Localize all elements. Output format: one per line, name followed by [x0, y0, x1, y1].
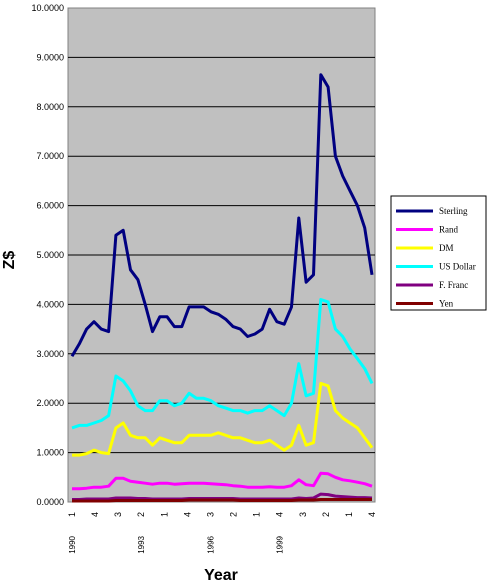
x-year-label: 1990: [68, 535, 77, 553]
x-tick-label: 1: [67, 512, 77, 517]
legend: Sterling Rand DM US Dollar F. Franc Yen: [390, 195, 487, 311]
gridlines: [68, 56, 375, 454]
y-tick-label: 8.0000: [36, 102, 64, 112]
x-tick-label: 3: [298, 512, 308, 517]
y-axis-title: Z$: [1, 251, 18, 270]
series-line-rand: [72, 471, 373, 491]
x-year-label: 1999: [276, 535, 285, 553]
x-tick-label: 2: [229, 512, 239, 517]
legend-box: [390, 195, 487, 311]
x-axis-tick-labels: 1 4 3 2 1 4 3 2 1 4 3 2 1 4 1990 1993 1996 1999: [67, 512, 377, 554]
x-tick-label: 1: [159, 512, 169, 517]
legend-label: Yen: [439, 299, 454, 309]
x-year-label: 1996: [206, 535, 215, 553]
x-tick-label: 4: [182, 512, 192, 517]
x-tick-label: 4: [367, 512, 377, 517]
series-line-sterling: [70, 73, 374, 358]
x-tick-label: 3: [113, 512, 123, 517]
series-line-us-dollar: [71, 298, 374, 430]
y-tick-label: 9.0000: [36, 52, 64, 62]
y-axis-tick-labels: 0.0000 1.0000 2.0000 3.0000 4.0000 5.0000 6.00…: [31, 3, 64, 507]
series-line-yen: [72, 498, 372, 503]
x-tick-label: 4: [90, 512, 100, 517]
x-tick-label: 1: [252, 512, 262, 517]
y-tick-label: 0.0000: [36, 497, 64, 507]
series-line-dm: [72, 381, 374, 457]
legend-label: DM: [439, 243, 454, 253]
legend-label: US Dollar: [439, 262, 476, 272]
x-tick-label: 4: [275, 512, 285, 517]
y-tick-label: 4.0000: [36, 299, 64, 309]
x-tick-label: 2: [136, 512, 146, 517]
y-tick-label: 10.0000: [31, 3, 64, 13]
legend-label: Sterling: [439, 206, 468, 216]
legend-label: Rand: [439, 225, 458, 235]
x-tick-label: 2: [321, 512, 331, 517]
y-tick-label: 6.0000: [36, 201, 64, 211]
y-tick-label: 7.0000: [36, 151, 64, 161]
y-tick-label: 3.0000: [36, 349, 64, 359]
x-tick-label: 3: [205, 512, 215, 517]
y-tick-label: 1.0000: [36, 448, 64, 458]
y-tick-label: 2.0000: [36, 398, 64, 408]
legend-label: F. Franc: [439, 280, 468, 290]
x-year-label: 1993: [137, 535, 146, 553]
x-axis-title: Year: [204, 567, 238, 584]
series-lines: [70, 73, 374, 503]
x-tick-label: 1: [344, 512, 354, 517]
y-tick-label: 5.0000: [36, 250, 64, 260]
